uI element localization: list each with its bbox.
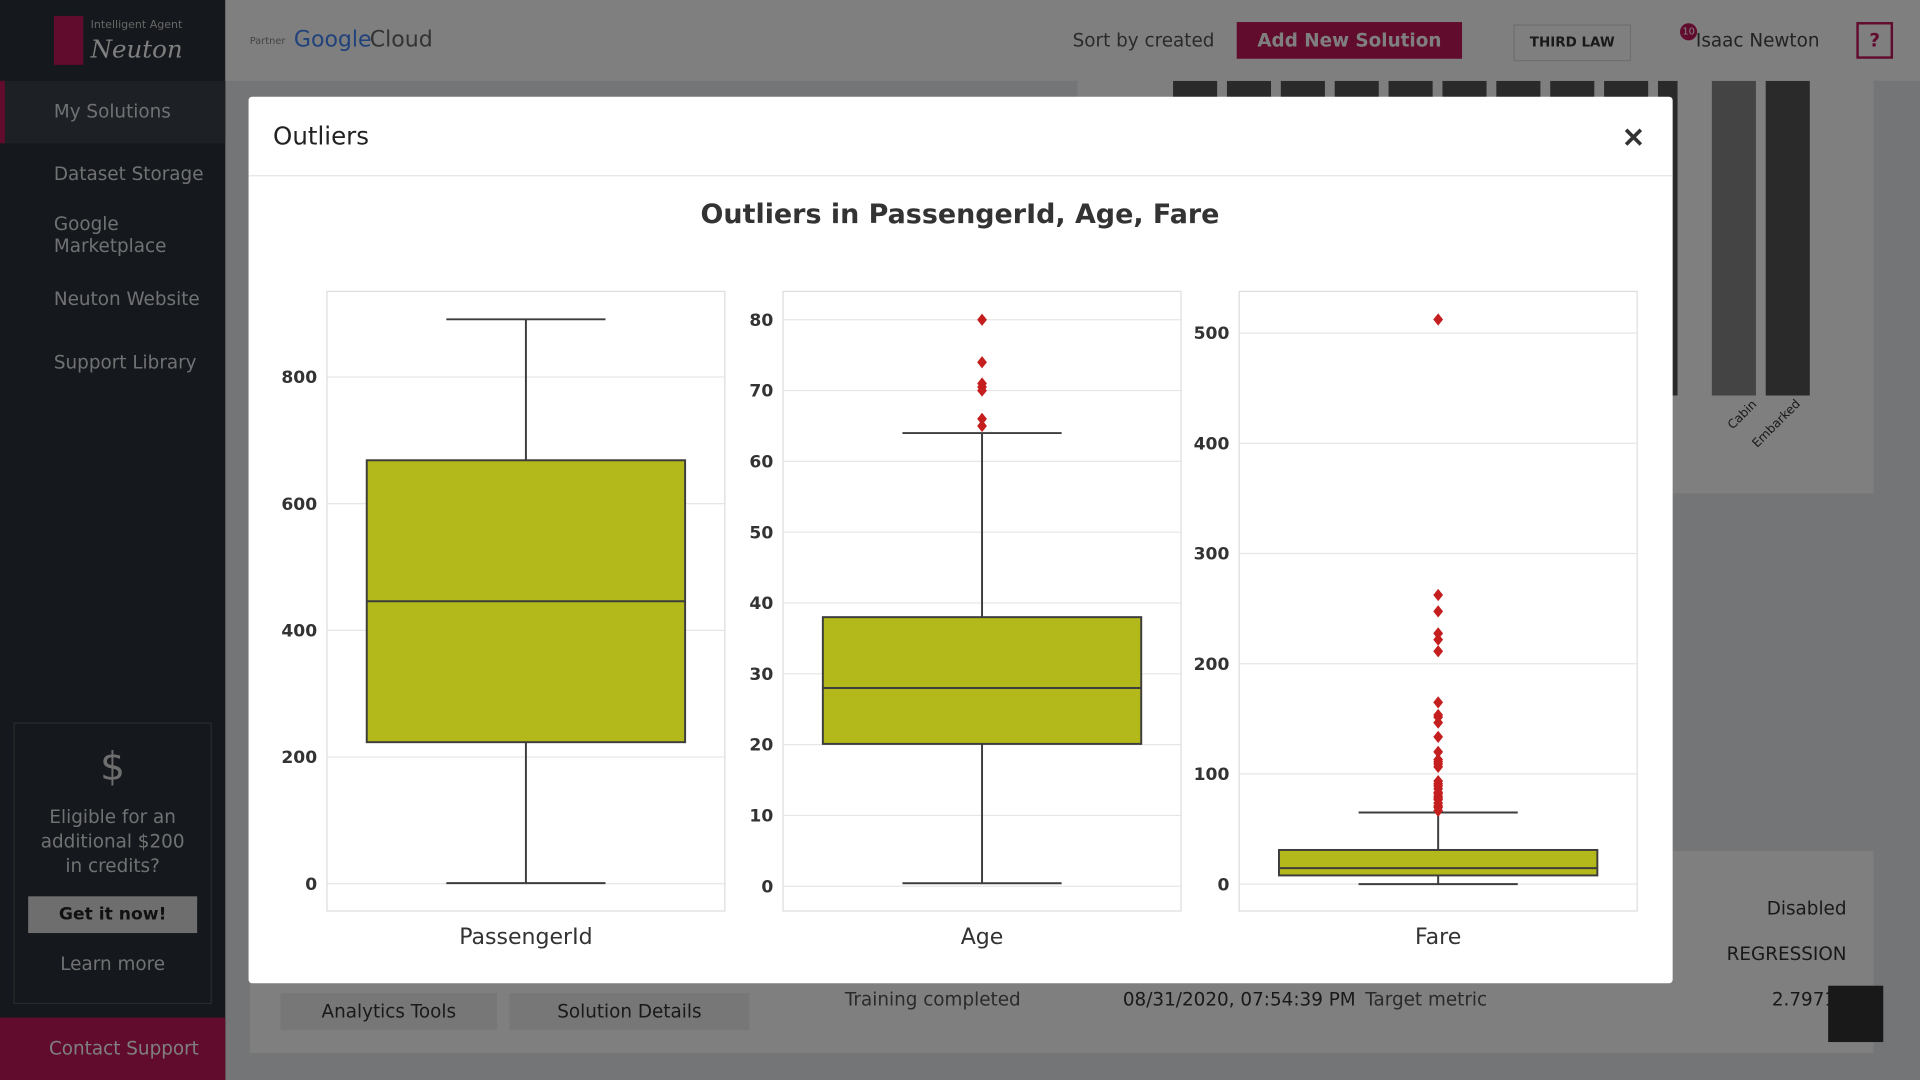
- chart-title: Outliers in PassengerId, Age, Fare: [701, 199, 1220, 230]
- outlier: [977, 419, 987, 433]
- y-tick-label: 50: [749, 523, 773, 543]
- box: [821, 616, 1143, 745]
- y-tick-label: 800: [281, 368, 317, 388]
- y-tick-label: 400: [281, 621, 317, 641]
- x-axis-label: PassengerId: [459, 925, 592, 950]
- y-tick-label: 80: [749, 311, 773, 331]
- y-tick-label: 40: [749, 594, 773, 614]
- outlier: [1433, 708, 1444, 722]
- plot-frame: [326, 290, 726, 912]
- divider: [248, 175, 1673, 177]
- outlier: [977, 356, 987, 369]
- outlier: [1433, 774, 1444, 788]
- outlier: [1433, 313, 1444, 326]
- y-tick-label: 200: [1194, 655, 1230, 675]
- y-tick-label: 60: [749, 452, 773, 472]
- y-tick-label: 500: [1194, 324, 1230, 344]
- y-tick-label: 400: [1194, 434, 1230, 454]
- y-tick-label: 30: [749, 665, 773, 685]
- outlier: [1433, 730, 1444, 744]
- outlier: [1433, 645, 1444, 658]
- outlier: [1433, 588, 1444, 602]
- outlier: [1433, 605, 1444, 618]
- y-tick-label: 100: [1194, 765, 1230, 785]
- y-tick-label: 600: [281, 495, 317, 515]
- y-tick-label: 10: [749, 807, 773, 827]
- y-tick-label: 200: [281, 748, 317, 768]
- outlier: [977, 377, 987, 390]
- modal-title: Outliers: [273, 121, 369, 151]
- plot-frame: [1238, 290, 1638, 912]
- outlier: [1433, 627, 1444, 640]
- outlier: [1433, 753, 1444, 766]
- outlier: [1433, 745, 1444, 759]
- y-tick-label: 300: [1194, 545, 1230, 565]
- y-tick-label: 20: [749, 736, 773, 756]
- x-axis-label: Age: [961, 925, 1004, 950]
- close-button[interactable]: [1622, 126, 1644, 148]
- outlier: [977, 313, 987, 326]
- box: [1278, 848, 1599, 877]
- y-tick-label: 0: [761, 877, 773, 897]
- outlier: [1433, 633, 1444, 646]
- outlier: [1433, 696, 1444, 709]
- outlier: [977, 412, 987, 426]
- plot-frame: [782, 290, 1182, 912]
- chart: Outliers in PassengerId, Age, Fare 02004…: [281, 199, 1638, 950]
- x-axis-label: Fare: [1415, 925, 1461, 950]
- y-tick-label: 0: [305, 875, 317, 895]
- y-tick-label: 70: [749, 382, 773, 402]
- y-tick-label: 0: [1217, 875, 1229, 895]
